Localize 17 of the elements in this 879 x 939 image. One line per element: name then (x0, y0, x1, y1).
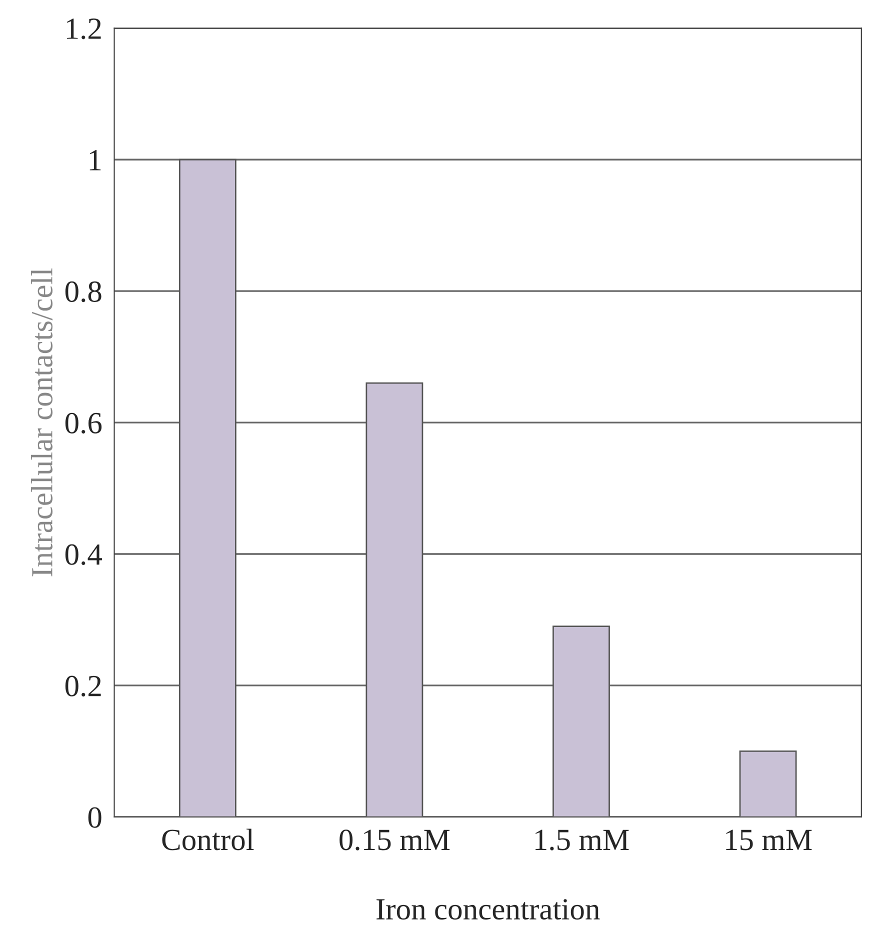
x-axis-title: Iron concentration (376, 899, 600, 920)
x-tick-label: Control (162, 828, 254, 850)
x-tick-label: 0.15 mM (340, 830, 450, 850)
bar (739, 750, 797, 817)
bar (178, 158, 236, 817)
y-tick-label: 0 (88, 807, 102, 828)
x-tick-label: 15 mM (726, 830, 812, 850)
y-tick-label: 0.6 (65, 412, 102, 434)
y-tick-label: 0.4 (65, 544, 102, 566)
y-tick-label: 0.8 (65, 281, 102, 302)
y-tick-label: 1.2 (66, 18, 101, 40)
bar (366, 382, 424, 817)
y-tick-label: 0.2 (65, 676, 101, 697)
x-tick-label: 1.5 mM (536, 830, 629, 850)
bar (552, 626, 610, 817)
y-tick-label: 1 (90, 150, 101, 170)
y-axis-title: Intracellular contacts/cell (31, 268, 53, 576)
